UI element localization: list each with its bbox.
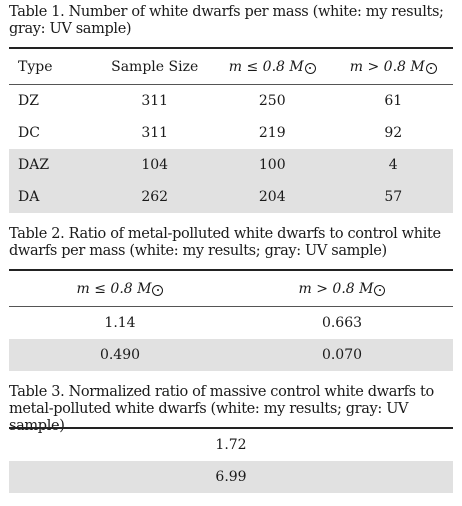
table2-header-high-mass-text: m > 0.8 M: [298, 280, 374, 297]
table1-header-low-mass-text: m ≤ 0.8 M: [228, 58, 304, 75]
sun-symbol-icon: [304, 62, 316, 74]
table1: Type Sample Size m ≤ 0.8 M m > 0.8 M DZ 3…: [9, 47, 453, 213]
table-row: DAZ 104 100 4: [9, 149, 453, 181]
table-cell: DZ: [18, 93, 39, 109]
table2-body: 1.14 0.663 0.490 0.070: [9, 307, 453, 371]
table1-header-sample-size: Sample Size: [111, 58, 199, 75]
table2-header-high-mass: m > 0.8 M: [231, 281, 453, 297]
table2-header-low-mass: m ≤ 0.8 M: [9, 281, 231, 297]
table-row: 1.14 0.663: [9, 307, 453, 339]
table1-header-low-mass: m ≤ 0.8 M: [211, 59, 333, 75]
table3: 1.72 6.99: [9, 427, 453, 493]
sun-symbol-icon: [425, 62, 437, 74]
table-cell: 61: [384, 93, 403, 109]
table-cell: 100: [258, 157, 286, 173]
table-row: DA 262 204 57: [9, 181, 453, 213]
table-row: DZ 311 250 61: [9, 85, 453, 117]
table3-caption: Table 3. Normalized ratio of massive con…: [9, 384, 434, 434]
table-cell: 0.070: [321, 347, 363, 363]
table-cell: 6.99: [215, 469, 247, 485]
table-cell: 219: [258, 125, 286, 141]
table-row: 0.490 0.070: [9, 339, 453, 371]
table-cell: DA: [18, 189, 40, 205]
table-cell: 0.490: [99, 347, 141, 363]
table1-header-row: Type Sample Size m ≤ 0.8 M m > 0.8 M: [9, 49, 453, 84]
table-cell: 1.14: [104, 315, 136, 331]
table1-header-high-mass-text: m > 0.8 M: [349, 58, 425, 75]
table-cell: 0.663: [321, 315, 363, 331]
table2-header-low-mass-text: m ≤ 0.8 M: [76, 280, 152, 297]
table1-header-type: Type: [18, 58, 53, 75]
table-cell: 250: [258, 93, 286, 109]
sun-symbol-icon: [152, 284, 164, 296]
table2-header-row: m ≤ 0.8 M m > 0.8 M: [9, 271, 453, 306]
table-row: DC 311 219 92: [9, 117, 453, 149]
table3-body: 1.72 6.99: [9, 429, 453, 493]
table-cell: DC: [18, 125, 40, 141]
table-cell: 57: [384, 189, 403, 205]
sun-symbol-icon: [374, 284, 386, 296]
table-cell: 104: [141, 157, 169, 173]
table1-body: DZ 311 250 61 DC 311 219 92 DAZ 104 100 4 DA 262 204 57: [9, 85, 453, 213]
table2-caption: Table 2. Ratio of metal-polluted white d…: [9, 226, 441, 259]
table-cell: 204: [258, 189, 286, 205]
table-cell: 262: [141, 189, 169, 205]
table2: m ≤ 0.8 M m > 0.8 M 1.14 0.663 0.490 0.070: [9, 269, 453, 371]
table-cell: 311: [141, 125, 169, 141]
table1-caption: Table 1. Number of white dwarfs per mass…: [9, 4, 444, 37]
table-cell: 92: [384, 125, 403, 141]
table1-header-high-mass: m > 0.8 M: [333, 59, 453, 75]
table-row: 6.99: [9, 461, 453, 493]
table-row: 1.72: [9, 429, 453, 461]
table-cell: 1.72: [215, 437, 247, 453]
table-cell: DAZ: [18, 157, 50, 173]
table-cell: 311: [141, 93, 169, 109]
table-cell: 4: [388, 157, 398, 173]
